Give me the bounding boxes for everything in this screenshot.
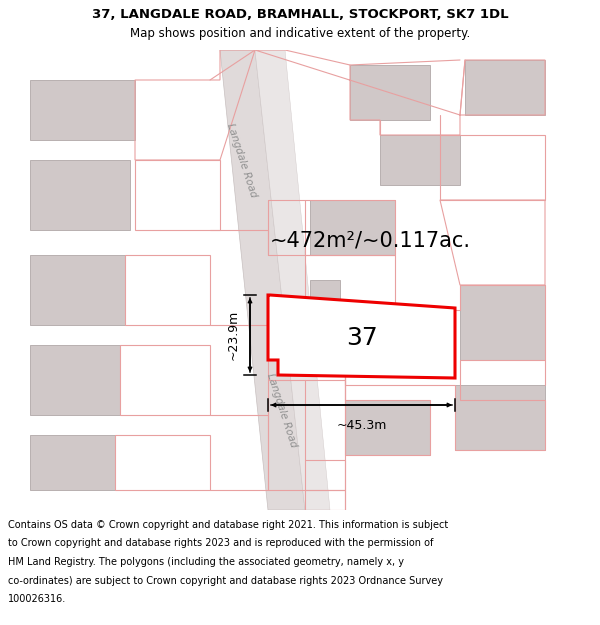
Polygon shape <box>460 285 545 360</box>
Text: HM Land Registry. The polygons (including the associated geometry, namely x, y: HM Land Registry. The polygons (includin… <box>8 557 404 567</box>
Polygon shape <box>30 435 115 490</box>
Text: Contains OS data © Crown copyright and database right 2021. This information is : Contains OS data © Crown copyright and d… <box>8 520 448 530</box>
Polygon shape <box>30 160 130 230</box>
Polygon shape <box>220 50 305 510</box>
Text: ~472m²/~0.117ac.: ~472m²/~0.117ac. <box>269 230 470 250</box>
Text: Langdale Road: Langdale Road <box>265 372 299 448</box>
Polygon shape <box>350 65 430 120</box>
Polygon shape <box>345 310 440 375</box>
Text: 100026316.: 100026316. <box>8 594 66 604</box>
Polygon shape <box>310 280 340 310</box>
Polygon shape <box>310 200 395 255</box>
Polygon shape <box>30 80 135 140</box>
Polygon shape <box>345 400 430 455</box>
Polygon shape <box>455 385 545 450</box>
Text: 37: 37 <box>346 326 378 350</box>
Text: ~23.9m: ~23.9m <box>227 310 240 360</box>
Polygon shape <box>465 60 545 115</box>
Text: ~45.3m: ~45.3m <box>337 419 387 432</box>
Polygon shape <box>255 50 330 510</box>
Text: to Crown copyright and database rights 2023 and is reproduced with the permissio: to Crown copyright and database rights 2… <box>8 539 433 549</box>
Text: Map shows position and indicative extent of the property.: Map shows position and indicative extent… <box>130 28 470 41</box>
Text: 37, LANGDALE ROAD, BRAMHALL, STOCKPORT, SK7 1DL: 37, LANGDALE ROAD, BRAMHALL, STOCKPORT, … <box>92 8 508 21</box>
Polygon shape <box>380 135 460 185</box>
Polygon shape <box>30 255 125 325</box>
Text: Langdale Road: Langdale Road <box>225 122 259 198</box>
Text: co-ordinates) are subject to Crown copyright and database rights 2023 Ordnance S: co-ordinates) are subject to Crown copyr… <box>8 576 443 586</box>
Polygon shape <box>268 295 455 378</box>
Polygon shape <box>30 345 120 415</box>
